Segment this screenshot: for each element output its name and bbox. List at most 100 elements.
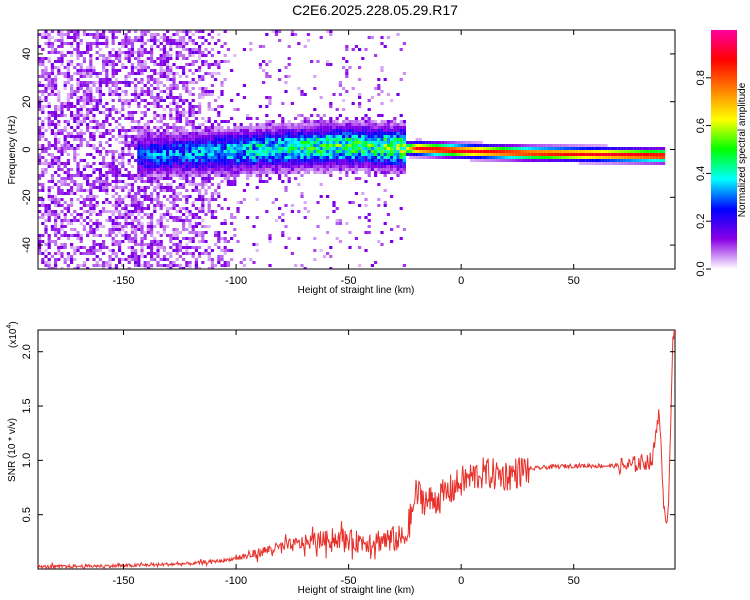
heatmap-cell: [134, 261, 138, 264]
heatmap-cell: [175, 150, 179, 153]
heatmap-cell: [582, 162, 586, 165]
heatmap-cell: [204, 180, 208, 183]
heatmap-cell: [38, 132, 42, 135]
heatmap-cell: [591, 159, 595, 162]
heatmap-cell: [178, 45, 182, 48]
heatmap-cell: [297, 135, 301, 138]
heatmap-cell: [146, 165, 150, 168]
heatmap-cell: [185, 171, 189, 174]
heatmap-cell: [89, 108, 93, 111]
heatmap-cell: [409, 141, 413, 144]
heatmap-cell: [377, 153, 381, 156]
heatmap-cell: [377, 144, 381, 147]
heatmap-cell: [450, 141, 454, 144]
heatmap-cell: [172, 141, 176, 144]
heatmap-cell: [380, 120, 384, 123]
heatmap-cell: [220, 138, 224, 141]
heatmap-cell: [351, 201, 355, 204]
heatmap-cell: [182, 138, 186, 141]
heatmap-cell: [316, 147, 320, 150]
heatmap-cell: [95, 129, 99, 132]
heatmap-cell: [118, 81, 122, 84]
heatmap-cell: [47, 267, 51, 269]
heatmap-cell: [207, 147, 211, 150]
heatmap-cell: [156, 159, 160, 162]
heatmap-cell: [201, 159, 205, 162]
colorbar-tick-label: 0.4: [695, 166, 707, 181]
heatmap-cell: [159, 75, 163, 78]
heatmap-cell: [380, 123, 384, 126]
heatmap-cell: [188, 210, 192, 213]
heatmap-cell: [169, 159, 173, 162]
heatmap-cell: [169, 201, 173, 204]
heatmap-cell: [41, 111, 45, 114]
heatmap-cell: [246, 177, 250, 180]
heatmap-cell: [60, 63, 64, 66]
heatmap-cell: [278, 30, 282, 33]
heatmap-cell: [143, 48, 147, 51]
heatmap-cell: [201, 201, 205, 204]
heatmap-cell: [169, 165, 173, 168]
heatmap-cell: [111, 117, 115, 120]
heatmap-cell: [79, 132, 83, 135]
heatmap-cell: [169, 138, 173, 141]
heatmap-cell: [230, 147, 234, 150]
heatmap-cell: [367, 120, 371, 123]
heatmap-cell: [66, 81, 70, 84]
heatmap-cell: [204, 159, 208, 162]
heatmap-cell: [601, 153, 605, 156]
heatmap-cell: [402, 153, 406, 156]
heatmap-cell: [166, 225, 170, 228]
heatmap-cell: [185, 162, 189, 165]
heatmap-cell: [124, 225, 128, 228]
heatmap-cell: [258, 126, 262, 129]
heatmap-cell: [220, 132, 224, 135]
heatmap-cell: [124, 51, 128, 54]
heatmap-cell: [358, 264, 362, 267]
heatmap-cell: [364, 117, 368, 120]
heatmap-cell: [137, 96, 141, 99]
heatmap-cell: [150, 213, 154, 216]
heatmap-cell: [204, 240, 208, 243]
heatmap-cell: [217, 234, 221, 237]
heatmap-cell: [172, 72, 176, 75]
heatmap-cell: [210, 48, 214, 51]
heatmap-cell: [258, 45, 262, 48]
heatmap-cell: [98, 171, 102, 174]
heatmap-cell: [374, 153, 378, 156]
heatmap-cell: [601, 144, 605, 147]
heatmap-cell: [214, 129, 218, 132]
heatmap-cell: [367, 144, 371, 147]
heatmap-cell: [274, 147, 278, 150]
heatmap-cell: [313, 162, 317, 165]
heatmap-cell: [66, 264, 70, 267]
heatmap-cell: [73, 138, 77, 141]
heatmap-cell: [390, 132, 394, 135]
heatmap-cell: [649, 156, 653, 159]
heatmap-cell: [566, 153, 570, 156]
heatmap-cell: [108, 264, 112, 267]
heatmap-cell: [294, 33, 298, 36]
heatmap-cell: [73, 153, 77, 156]
heatmap-cell: [294, 177, 298, 180]
heatmap-cell: [652, 150, 656, 153]
heatmap-cell: [310, 138, 314, 141]
heatmap-cell: [169, 213, 173, 216]
heatmap-cell: [204, 252, 208, 255]
heatmap-cell: [143, 162, 147, 165]
heatmap-cell: [281, 231, 285, 234]
heatmap-cell: [188, 93, 192, 96]
heatmap-cell: [406, 144, 410, 147]
heatmap-cell: [345, 69, 349, 72]
heatmap-cell: [86, 48, 90, 51]
x-tick-label: 50: [568, 275, 580, 287]
heatmap-cell: [300, 150, 304, 153]
heatmap-cell: [44, 150, 48, 153]
heatmap-cell: [204, 249, 208, 252]
heatmap-cell: [82, 96, 86, 99]
heatmap-cell: [284, 153, 288, 156]
heatmap-cell: [178, 243, 182, 246]
heatmap-cell: [114, 30, 118, 33]
heatmap-cell: [316, 156, 320, 159]
heatmap-cell: [255, 159, 259, 162]
